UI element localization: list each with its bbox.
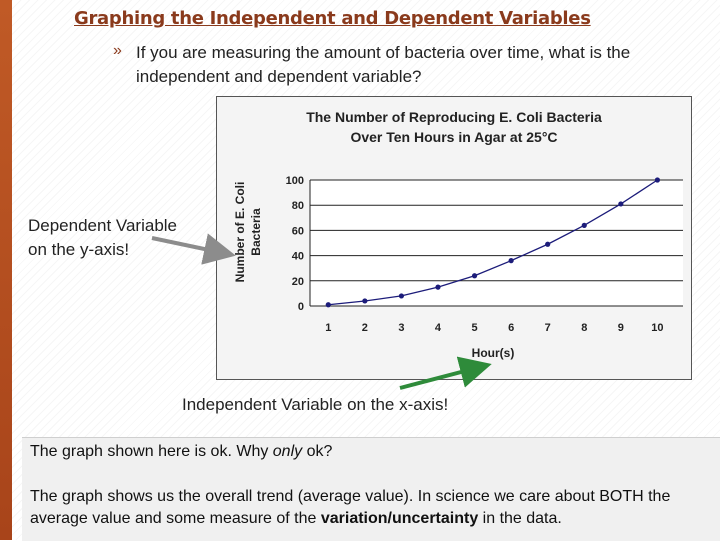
data-point xyxy=(471,273,478,279)
y-tick-label: 20 xyxy=(292,276,304,288)
x-tick-label: 4 xyxy=(435,322,442,334)
note-box xyxy=(22,437,720,541)
y-tick-label: 60 xyxy=(292,225,304,237)
x-tick-label: 6 xyxy=(508,322,514,334)
data-point xyxy=(325,302,331,308)
dependent-label-line2: on the y-axis! xyxy=(28,240,130,259)
chart-title-line1: The Number of Reproducing E. Coli Bacter… xyxy=(306,109,602,125)
x-tick-label: 2 xyxy=(362,322,368,334)
independent-variable-label: Independent Variable on the x-axis! xyxy=(182,395,449,414)
note-line2: The graph shows us the overall trend (av… xyxy=(30,486,720,530)
note2-after: in the data. xyxy=(478,510,562,527)
dependent-variable-label: Dependent Variable on the y-axis! xyxy=(28,214,177,262)
chart-ylabel-line2: Bacteria xyxy=(249,208,263,256)
x-tick-label: 8 xyxy=(581,322,587,334)
note1-after: ok? xyxy=(302,443,333,460)
x-tick-label: 5 xyxy=(471,322,477,334)
x-tick-label: 7 xyxy=(545,322,551,334)
x-tick-label: 10 xyxy=(651,322,663,334)
bullet-question: If you are measuring the amount of bacte… xyxy=(136,43,631,86)
chart-image: The Number of Reproducing E. Coli Bacter… xyxy=(216,96,692,380)
y-tick-label: 80 xyxy=(292,200,304,212)
data-point xyxy=(508,258,514,264)
data-point xyxy=(654,177,661,183)
dependent-label-line1: Dependent Variable xyxy=(28,216,178,235)
slide-accent-stripe xyxy=(0,0,12,540)
x-tick-label: 9 xyxy=(618,322,624,334)
x-tick-label: 1 xyxy=(325,322,331,334)
series-line xyxy=(328,179,658,306)
note1-italic: only xyxy=(272,443,303,460)
note2-bold: variation/uncertainty xyxy=(320,510,479,527)
plot-area xyxy=(310,180,683,306)
y-tick-label: 100 xyxy=(286,175,304,187)
chart-title-line2: Over Ten Hours in Agar at 25°C xyxy=(350,129,557,145)
chart-xlabel: Hour(s) xyxy=(472,346,515,360)
data-point xyxy=(398,293,405,299)
data-point xyxy=(545,241,551,247)
note1-before: The graph shown here is ok. Why xyxy=(30,443,273,460)
data-point xyxy=(362,298,368,304)
note-line1: The graph shown here is ok. Why only ok? xyxy=(30,443,332,461)
note2-before: The graph shows us the overall trend (av… xyxy=(30,488,671,527)
chart-ylabel-line1: Number of E. Coli xyxy=(233,182,247,283)
y-tick-label: 40 xyxy=(292,251,304,263)
data-point xyxy=(618,201,624,207)
bullet-marker: » xyxy=(113,42,122,59)
data-point xyxy=(581,222,587,228)
x-tick-label: 3 xyxy=(398,322,404,334)
chart-svg: The Number of Reproducing E. Coli Bacter… xyxy=(233,109,683,360)
slide-title: Graphing the Independent and Dependent V… xyxy=(74,8,591,29)
data-point xyxy=(435,284,441,290)
y-tick-label: 0 xyxy=(298,301,304,313)
